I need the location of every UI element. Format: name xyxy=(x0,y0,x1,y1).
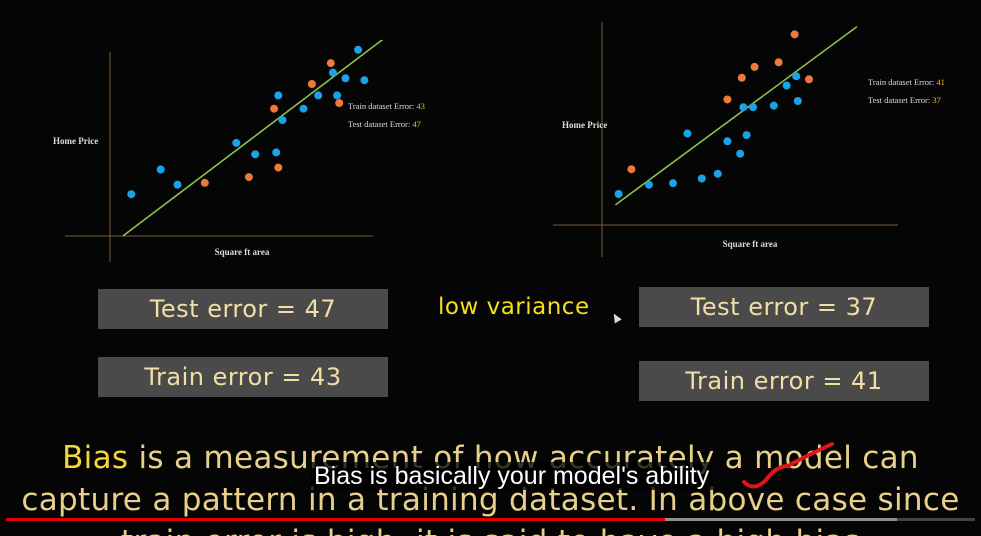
data-point-orange xyxy=(244,173,253,182)
data-point-orange xyxy=(750,62,759,71)
left-train-error-box: Train error = 43 xyxy=(98,357,388,397)
regression-line xyxy=(614,25,858,206)
red-checkmark-icon xyxy=(742,442,834,489)
data-point-blue xyxy=(272,148,281,157)
data-point-blue xyxy=(645,180,653,189)
error-annotation: Train dataset Error: 43 xyxy=(348,101,425,111)
data-point-blue xyxy=(278,116,287,125)
data-point-blue xyxy=(669,179,677,188)
error-annotation: Train dataset Error: 41 xyxy=(868,77,945,87)
data-point-blue xyxy=(723,137,732,146)
left-test-error-box: Test error = 47 xyxy=(98,289,388,329)
data-point-blue xyxy=(127,190,136,199)
error-value: 43 xyxy=(416,101,425,111)
data-point-blue xyxy=(697,174,706,183)
video-progress-bar[interactable] xyxy=(6,518,975,521)
chart-right-low-bias: Home Price Square ft area Train dataset Er… xyxy=(553,22,945,257)
data-point-blue xyxy=(360,76,369,85)
data-point-blue xyxy=(328,68,337,77)
mouse-cursor-icon xyxy=(610,311,622,324)
x-axis-label: Square ft area xyxy=(723,239,778,249)
data-point-blue xyxy=(782,81,791,90)
error-annotation: Test dataset Error: 37 xyxy=(868,95,941,105)
y-axis-label: Home Price xyxy=(53,136,98,146)
data-point-orange xyxy=(805,75,813,84)
data-point-blue xyxy=(274,91,283,100)
data-point-blue xyxy=(232,138,241,147)
data-point-blue xyxy=(749,103,757,112)
error-value: 47 xyxy=(412,119,421,129)
data-point-blue xyxy=(742,131,751,140)
data-point-orange xyxy=(307,80,316,88)
regression-line xyxy=(122,40,384,237)
error-annotation: Test dataset Error: 47 xyxy=(348,119,421,129)
x-axis-label: Square ft area xyxy=(215,247,270,257)
data-point-orange xyxy=(335,99,344,107)
data-point-blue xyxy=(341,74,350,83)
data-point-orange xyxy=(270,104,279,113)
right-test-error-box: Test error = 37 xyxy=(639,287,929,327)
y-axis-label: Home Price xyxy=(562,120,607,130)
data-point-blue xyxy=(354,45,363,54)
data-point-blue xyxy=(769,101,778,110)
data-point-blue xyxy=(614,190,623,198)
chart-left-high-bias: Home Price Square ft area Train dataset Er… xyxy=(53,40,425,262)
bias-definition-line3: train error is high, it is said to have … xyxy=(0,524,981,536)
progress-played xyxy=(6,518,665,521)
data-point-orange xyxy=(274,163,283,172)
data-point-blue xyxy=(156,165,165,174)
data-point-blue xyxy=(793,97,802,105)
data-point-orange xyxy=(200,178,209,187)
data-point-blue xyxy=(792,72,801,81)
right-train-error-box: Train error = 41 xyxy=(639,361,929,401)
data-point-orange xyxy=(774,58,783,67)
data-point-blue xyxy=(683,129,692,138)
low-variance-label: low variance xyxy=(438,294,590,320)
data-point-orange xyxy=(737,73,746,82)
data-point-orange xyxy=(723,95,732,104)
data-point-blue xyxy=(314,91,323,100)
bias-keyword: Bias xyxy=(62,440,129,476)
error-value: 41 xyxy=(936,77,945,87)
data-point-blue xyxy=(739,103,748,112)
data-point-blue xyxy=(333,91,342,100)
data-point-orange xyxy=(326,59,335,68)
data-point-blue xyxy=(173,180,182,189)
data-point-blue xyxy=(251,150,260,159)
data-point-blue xyxy=(713,169,722,178)
error-value: 37 xyxy=(932,95,941,105)
data-point-blue xyxy=(299,104,308,113)
data-point-orange xyxy=(790,30,799,39)
caption-text: Bias is basically your model's ability xyxy=(310,462,714,490)
data-point-blue xyxy=(736,149,745,158)
closed-caption: Bias is basically your model's ability xyxy=(310,462,981,491)
data-point-orange xyxy=(627,165,636,174)
